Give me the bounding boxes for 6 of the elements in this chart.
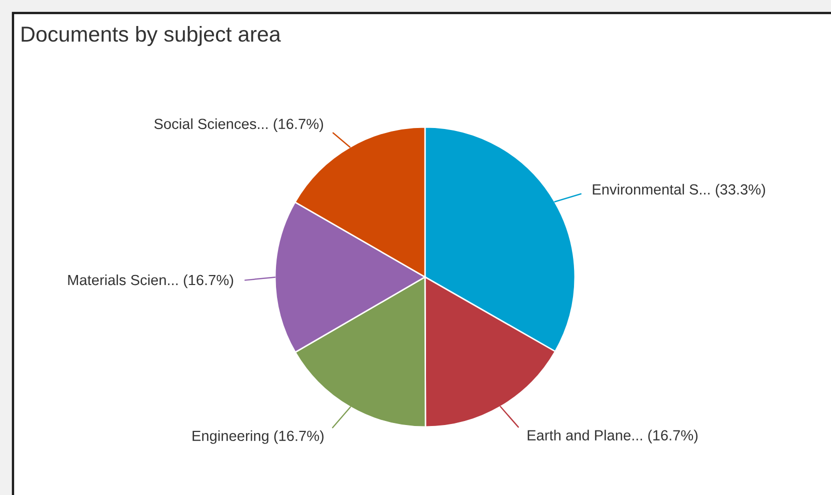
chart-title: Documents by subject area xyxy=(22,26,281,46)
slice-label: Environmental S... (33.3%) xyxy=(592,184,766,198)
slice-label: Materials Scien... (16.7%) xyxy=(68,274,234,288)
slice-label: Social Sciences... (16.7%) xyxy=(154,118,324,132)
slice-label: Engineering (16.7%) xyxy=(192,430,324,444)
slice-label: Earth and Plane... (16.7%) xyxy=(528,430,698,444)
